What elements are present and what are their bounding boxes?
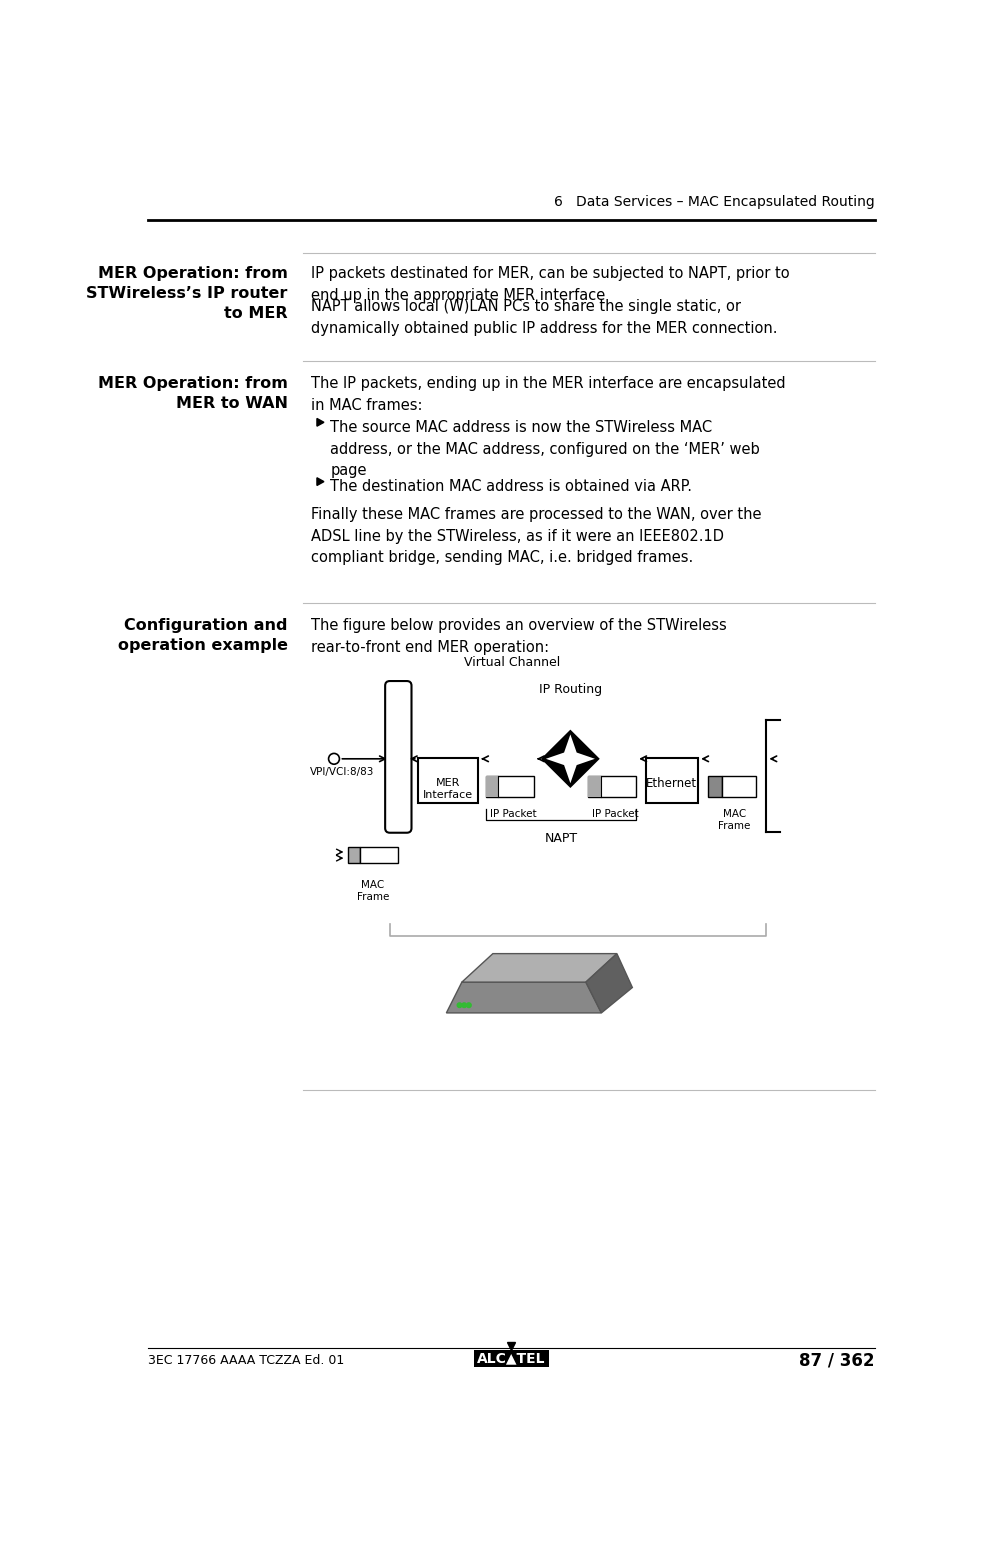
- Text: The destination MAC address is obtained via ARP.: The destination MAC address is obtained …: [330, 480, 693, 494]
- Bar: [348, 847, 360, 863]
- Text: IP Routing: IP Routing: [539, 684, 602, 696]
- Bar: [646, 758, 699, 802]
- Text: The IP packets, ending up in the MER interface are encapsulated
in MAC frames:: The IP packets, ending up in the MER int…: [310, 376, 785, 412]
- Bar: [360, 847, 397, 863]
- Circle shape: [457, 1003, 462, 1008]
- Polygon shape: [546, 734, 595, 784]
- Text: VPI/VCI:8/83: VPI/VCI:8/83: [309, 767, 374, 776]
- Bar: [486, 776, 498, 798]
- Text: The figure below provides an overview of the STWireless
rear-to-front end MER op: The figure below provides an overview of…: [310, 617, 727, 654]
- Text: The source MAC address is now the STWireless MAC
address, or the MAC address, co: The source MAC address is now the STWire…: [330, 420, 759, 478]
- Text: Ethernet: Ethernet: [647, 778, 698, 790]
- Text: 87 / 362: 87 / 362: [799, 1352, 875, 1369]
- Text: Configuration and
operation example: Configuration and operation example: [118, 617, 287, 653]
- Bar: [708, 776, 722, 798]
- Bar: [474, 1350, 549, 1367]
- Text: MAC
Frame: MAC Frame: [356, 880, 389, 903]
- Text: 3EC 17766 AAAA TCZZA Ed. 01: 3EC 17766 AAAA TCZZA Ed. 01: [148, 1353, 344, 1367]
- Polygon shape: [317, 418, 324, 426]
- Polygon shape: [543, 731, 598, 787]
- Text: NAPT: NAPT: [545, 832, 578, 846]
- Text: MER
Interface: MER Interface: [423, 778, 473, 801]
- Bar: [418, 758, 478, 802]
- Text: MER Operation: from
STWireless’s IP router
to MER: MER Operation: from STWireless’s IP rout…: [86, 265, 287, 321]
- FancyBboxPatch shape: [385, 680, 411, 833]
- Bar: [588, 776, 637, 798]
- Text: MAC
Frame: MAC Frame: [719, 809, 750, 832]
- Bar: [588, 776, 601, 798]
- Circle shape: [328, 753, 339, 764]
- Text: Finally these MAC frames are processed to the WAN, over the
ADSL line by the STW: Finally these MAC frames are processed t…: [310, 508, 761, 565]
- Text: IP packets destinated for MER, can be subjected to NAPT, prior to
end up in the : IP packets destinated for MER, can be su…: [310, 265, 789, 302]
- Text: Virtual Channel: Virtual Channel: [464, 656, 560, 670]
- Text: ALC▲TEL: ALC▲TEL: [477, 1352, 546, 1366]
- Text: IP Packet: IP Packet: [592, 809, 639, 819]
- Polygon shape: [317, 478, 324, 486]
- Bar: [486, 776, 534, 798]
- Polygon shape: [462, 954, 617, 981]
- Polygon shape: [446, 981, 602, 1012]
- Text: IP Packet: IP Packet: [490, 809, 536, 819]
- Text: NAPT allows local (W)LAN PCs to share the single static, or
dynamically obtained: NAPT allows local (W)LAN PCs to share th…: [310, 299, 777, 336]
- Bar: [722, 776, 755, 798]
- Polygon shape: [586, 954, 633, 1012]
- Circle shape: [466, 1003, 471, 1008]
- Text: MER Operation: from
MER to WAN: MER Operation: from MER to WAN: [98, 376, 287, 410]
- Text: 6   Data Services – MAC Encapsulated Routing: 6 Data Services – MAC Encapsulated Routi…: [554, 194, 875, 210]
- Circle shape: [462, 1003, 466, 1008]
